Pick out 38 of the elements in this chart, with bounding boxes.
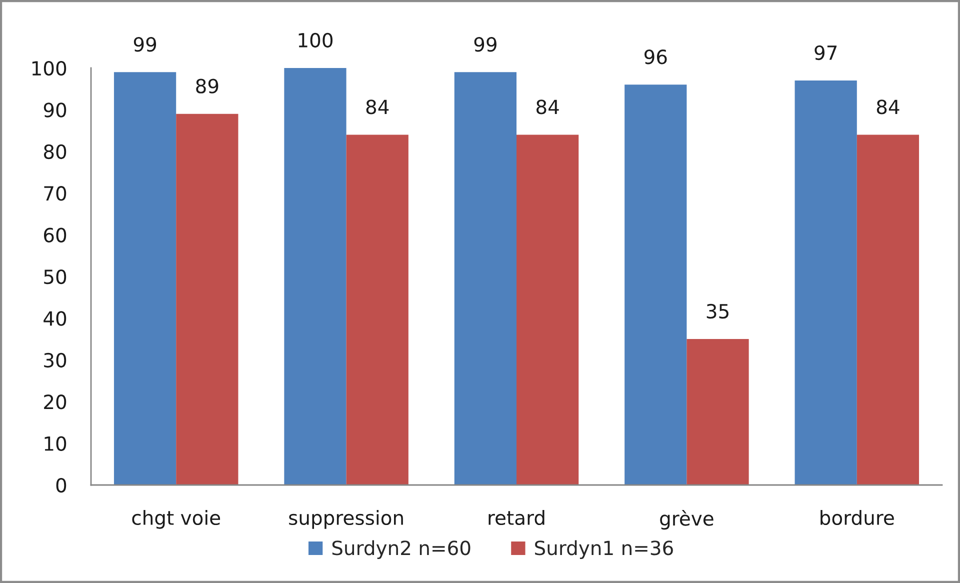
data-label: 84 [366,100,389,114]
data-label: 84 [536,100,559,114]
data-label: 97 [814,45,837,60]
x-tick-label: retard [488,510,544,526]
bar [114,72,176,485]
y-tick-label: 20 [44,394,66,410]
legend-label: Surdyn1 n=36 [535,540,673,560]
bar [624,84,687,485]
bar [454,72,516,485]
data-label: 99 [474,37,496,52]
y-tick-label: 10 [44,436,66,451]
y-tick-label: 100 [32,60,66,76]
bar [516,134,579,485]
y-tick-label: 30 [44,352,66,368]
x-tick-label: chgt voie [132,510,220,529]
bar [794,80,857,485]
data-label: 99 [134,37,156,52]
data-label: 96 [644,50,667,64]
y-tick-label: 50 [44,269,66,284]
data-label: 35 [706,304,728,319]
bar [686,339,749,485]
x-tick-label: bordure [820,510,894,526]
bar [346,134,408,485]
data-label: 100 [298,32,333,48]
data-label: 89 [196,78,218,94]
data-label: 84 [876,100,900,114]
x-tick-label: grève [660,510,714,530]
y-tick-label: 90 [44,102,66,118]
x-tick-label: suppression [289,510,403,529]
y-tick-label: 70 [44,186,66,201]
y-tick-label: 80 [44,144,66,160]
bar [856,134,920,485]
bar [176,114,238,485]
y-tick-label: 60 [44,228,66,242]
y-tick-label: 40 [44,311,66,326]
y-tick-label: 0 [56,478,66,493]
bar [284,68,346,485]
legend-label: Surdyn2 n=60 [332,540,470,560]
